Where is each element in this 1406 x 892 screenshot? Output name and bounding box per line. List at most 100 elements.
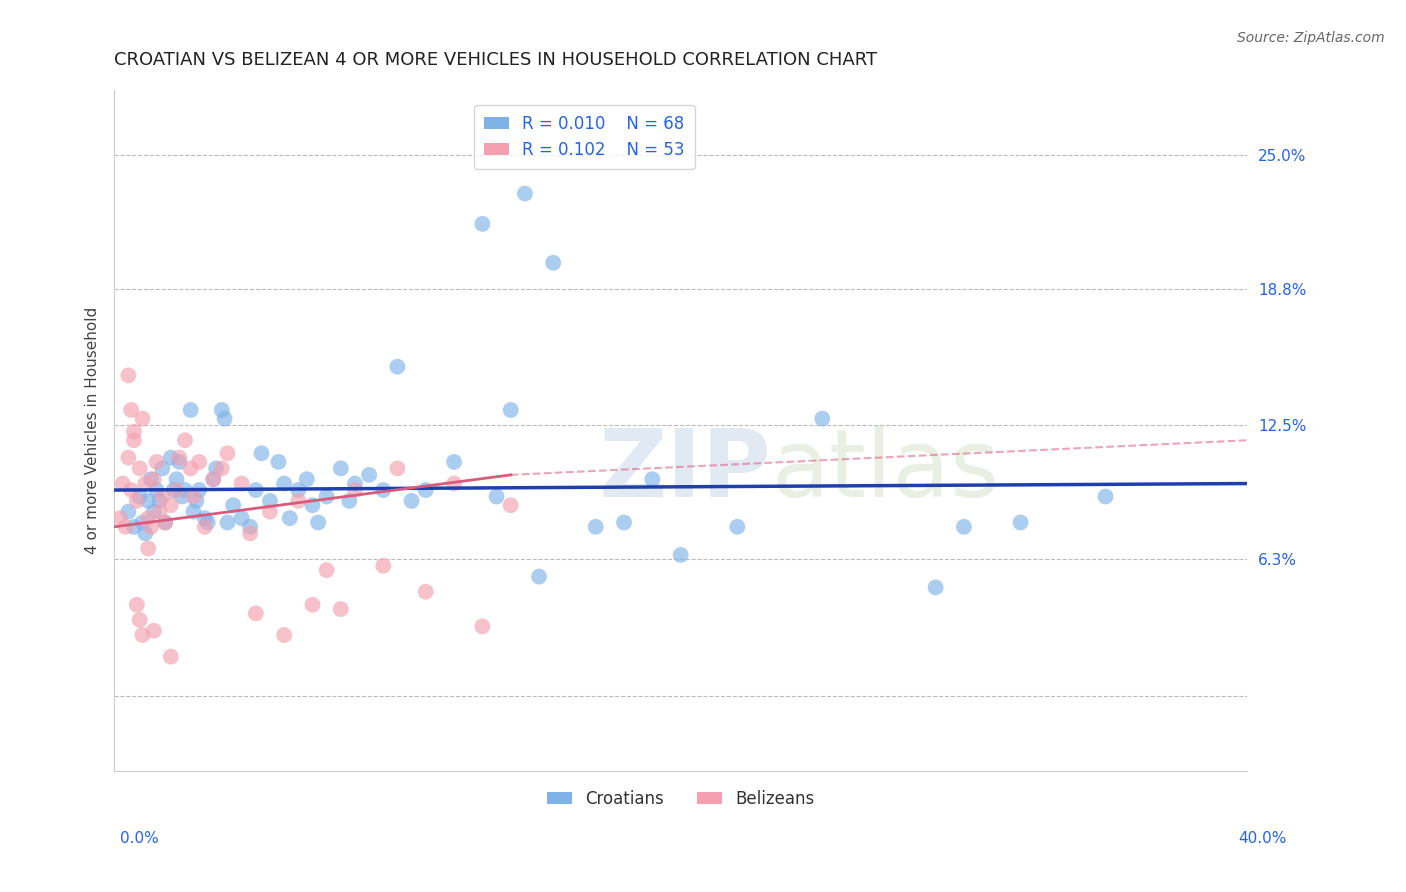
Text: ZIP: ZIP (599, 425, 772, 517)
Point (174, 483, 197, 497)
Point (160, 649, 183, 664)
Point (202, 472, 225, 486)
Point (183, 490, 205, 504)
Point (239, 520, 262, 534)
Point (287, 483, 309, 497)
Point (245, 607, 267, 621)
Point (924, 581, 946, 595)
Point (287, 494, 309, 508)
Point (343, 476, 366, 491)
Point (401, 494, 423, 508)
Point (180, 461, 202, 475)
Point (307, 516, 329, 530)
Point (186, 494, 208, 508)
Point (148, 494, 170, 508)
Point (613, 516, 636, 530)
Point (117, 505, 139, 519)
Point (301, 498, 323, 512)
Point (373, 558, 395, 573)
Point (120, 483, 142, 497)
Point (136, 511, 159, 525)
Point (145, 455, 167, 469)
Point (211, 403, 233, 417)
Point (301, 598, 323, 612)
Point (1094, 490, 1116, 504)
Point (111, 476, 134, 491)
Point (811, 411, 834, 425)
Point (142, 472, 165, 486)
Point (131, 516, 153, 530)
Point (117, 368, 139, 383)
Point (485, 490, 508, 504)
Point (513, 186, 536, 201)
Point (387, 461, 409, 475)
Point (125, 598, 148, 612)
Point (499, 403, 522, 417)
Point (134, 526, 156, 541)
Point (122, 434, 145, 448)
Point (329, 602, 352, 616)
Point (117, 450, 139, 465)
Point (231, 511, 253, 525)
Point (188, 483, 211, 497)
Point (415, 584, 437, 599)
Point (136, 494, 159, 508)
Point (669, 548, 692, 562)
Point (180, 403, 202, 417)
Text: atlas: atlas (772, 425, 1000, 517)
Point (953, 520, 976, 534)
Point (172, 490, 194, 504)
Point (273, 476, 295, 491)
Point (139, 472, 162, 486)
Point (337, 494, 360, 508)
Point (295, 472, 318, 486)
Point (128, 613, 150, 627)
Point (183, 505, 205, 519)
Point (160, 498, 183, 512)
Point (245, 483, 267, 497)
Point (139, 520, 162, 534)
Y-axis label: 4 or more Vehicles in Household: 4 or more Vehicles in Household (86, 307, 100, 554)
Point (1010, 516, 1032, 530)
Point (443, 476, 465, 491)
Point (142, 624, 165, 638)
Point (122, 520, 145, 534)
Point (641, 472, 664, 486)
Point (278, 511, 301, 525)
Legend: Croatians, Belizeans: Croatians, Belizeans (540, 783, 821, 814)
Point (150, 490, 173, 504)
Point (267, 455, 290, 469)
Point (194, 511, 217, 525)
Point (231, 476, 253, 491)
Point (153, 516, 176, 530)
Point (108, 511, 131, 525)
Point (214, 411, 236, 425)
Point (148, 505, 170, 519)
Point (128, 461, 150, 475)
Point (217, 446, 239, 460)
Text: Source: ZipAtlas.com: Source: ZipAtlas.com (1237, 31, 1385, 45)
Point (471, 217, 494, 231)
Point (128, 490, 150, 504)
Point (315, 563, 337, 577)
Point (150, 461, 173, 475)
Point (222, 498, 245, 512)
Text: 40.0%: 40.0% (1239, 831, 1286, 846)
Point (174, 434, 197, 448)
Point (527, 569, 550, 583)
Point (131, 628, 153, 642)
Point (194, 520, 217, 534)
Point (273, 628, 295, 642)
Point (373, 483, 395, 497)
Point (166, 472, 188, 486)
Point (120, 403, 142, 417)
Point (136, 541, 159, 556)
Point (125, 494, 148, 508)
Point (315, 490, 337, 504)
Point (114, 520, 136, 534)
Point (122, 425, 145, 439)
Point (471, 619, 494, 633)
Point (343, 483, 366, 497)
Point (160, 450, 183, 465)
Point (153, 516, 176, 530)
